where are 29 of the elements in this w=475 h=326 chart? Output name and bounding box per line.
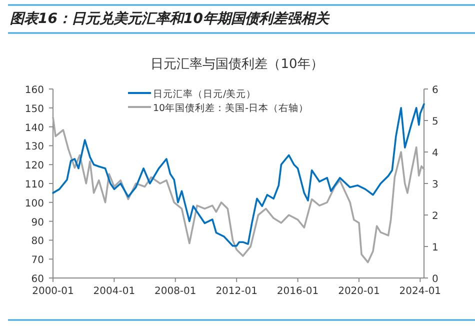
x-tick-label: 2008-01	[154, 286, 196, 297]
chart-title: 图表16：日元兑美元汇率和10年期国债利差强相关	[10, 10, 330, 27]
y-tick-label: 140	[24, 122, 44, 134]
chart-subtitle: 日元汇率与国债利差（10年）	[150, 56, 324, 72]
y-tick-label: 130	[24, 142, 44, 153]
y-tick-label: 150	[24, 104, 44, 115]
y2-tick-label: 0	[432, 274, 438, 285]
x-tick-label: 2024-01	[399, 286, 442, 297]
x-tick-label: 2004-01	[93, 286, 136, 297]
y-tick-label: 100	[24, 198, 44, 210]
legend-label: 10年国债利差：美国-日本（右轴）	[153, 102, 309, 114]
x-tick-label: 2000-01	[32, 286, 74, 297]
y2-tick-label: 6	[432, 85, 438, 96]
x-tick-label: 2012-01	[216, 286, 258, 297]
y2-tick-label: 2	[432, 211, 438, 222]
y2-tick-label: 3	[432, 180, 438, 190]
y-tick-label: 110	[24, 180, 44, 190]
y2-tick-label: 4	[432, 148, 438, 159]
x-tick-label: 2020-01	[338, 286, 380, 297]
y2-tick-label: 1	[432, 242, 438, 254]
y-tick-label: 60	[31, 274, 44, 285]
y-tick-label: 120	[24, 160, 44, 172]
y-tick-label: 70	[31, 255, 44, 266]
x-tick-label: 2016-01	[276, 286, 319, 297]
y-tick-label: 160	[24, 85, 44, 96]
y-tick-label: 80	[31, 236, 44, 248]
y2-tick-label: 5	[432, 116, 438, 128]
y-tick-label: 90	[31, 217, 44, 228]
legend-label: 日元汇率（日元/美元）	[153, 88, 256, 100]
